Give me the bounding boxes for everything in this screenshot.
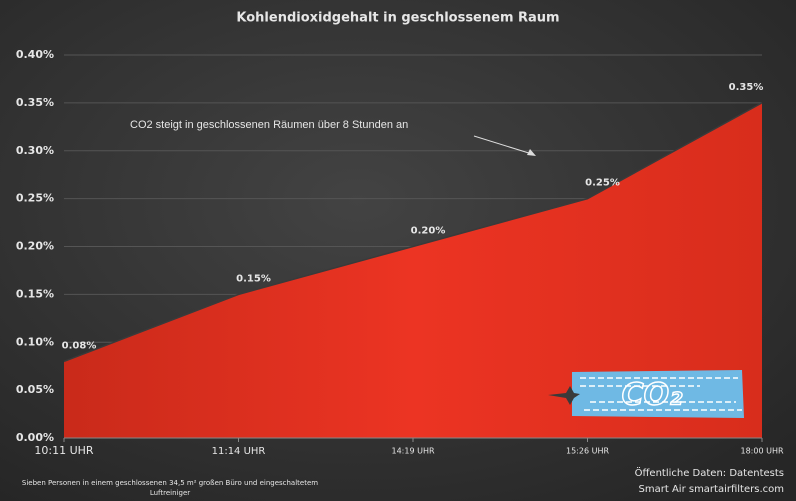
x-tick-label: 10:11 UHR — [34, 444, 94, 457]
value-label: 0.20% — [411, 226, 446, 237]
y-tick-label: 0.25% — [16, 192, 54, 205]
airplane — [548, 386, 580, 405]
x-tick-label: 11:14 UHR — [212, 446, 266, 457]
footnote: Luftreiniger — [150, 489, 190, 497]
y-tick-label: 0.20% — [16, 240, 54, 253]
x-tick-label: 14:19 UHR — [391, 447, 434, 456]
annotation-arrow — [473, 135, 533, 155]
y-tick-label: 0.35% — [16, 96, 54, 109]
area-line — [63, 102, 763, 363]
footnote: Sieben Personen in einem geschlossenen 3… — [22, 479, 318, 487]
value-label: 0.15% — [236, 273, 271, 284]
annotation: CO2 steigt in geschlossenen Räumen über … — [130, 119, 408, 131]
x-tick-label: 15:26 UHR — [566, 447, 609, 456]
chart-title: Kohlendioxidgehalt in geschlossenem Raum — [236, 11, 559, 26]
banner-streaks — [580, 377, 742, 411]
value-label: 0.08% — [62, 340, 97, 351]
banner-text: CO₂ — [622, 378, 683, 413]
y-tick-label: 0.40% — [16, 48, 54, 61]
plot-area: 0.00% 0.05% 0.10% 0.15% 0.20% 0.25% 0.30% 0.35%… — [16, 48, 784, 457]
banner — [572, 370, 744, 418]
y-tick-label: 0.05% — [16, 383, 54, 396]
y-tick-label: 0.30% — [16, 144, 54, 157]
arrow-head — [527, 149, 536, 156]
value-label: 0.35% — [729, 82, 764, 93]
x-tick-label: 18:00 UHR — [740, 447, 783, 456]
y-tick-label: 0.15% — [16, 287, 54, 300]
source: Öffentliche Daten: Datentests — [635, 466, 784, 479]
value-label: 0.25% — [585, 178, 620, 189]
y-tick-label: 0.10% — [16, 335, 54, 348]
co2-banner: CO₂ — [548, 370, 744, 418]
y-tick-label: 0.00% — [16, 431, 54, 444]
source: Smart Air smartairfilters.com — [639, 484, 784, 495]
area — [64, 102, 762, 438]
